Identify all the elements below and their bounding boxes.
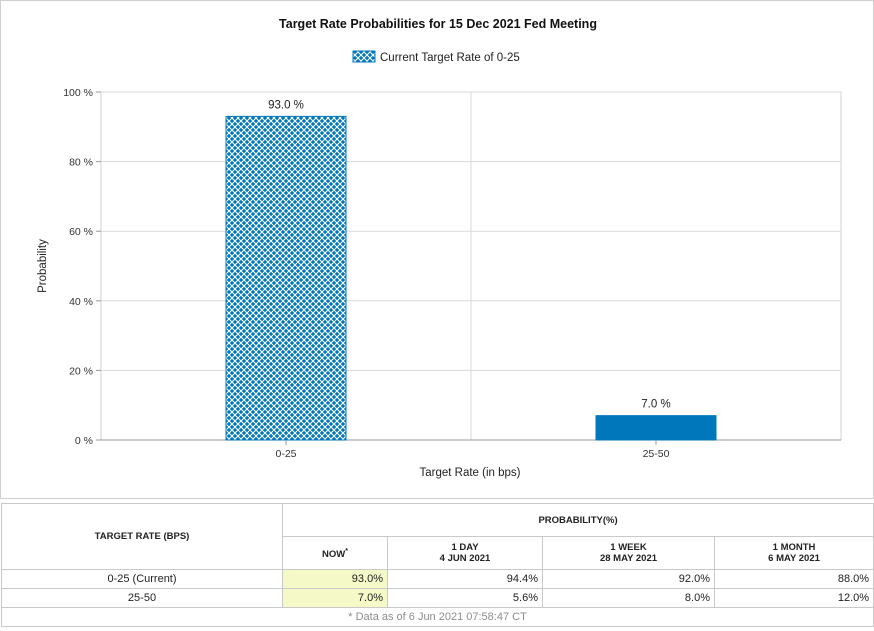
probability-header: PROBABILITY(%) — [281, 503, 874, 537]
probability-cell: 12.0% — [713, 588, 874, 608]
probability-cell: 88.0% — [713, 569, 874, 589]
probability-table-panel: TARGET RATE (BPS) PROBABILITY(%) NOW* 1 D… — [0, 503, 874, 631]
column-header-0: NOW* — [282, 536, 388, 570]
column-header-2: 1 WEEK 28 MAY 2021 — [542, 536, 715, 570]
table-row: 0-25 (Current) 93.0% 94.4% 92.0% 88.0% — [1, 569, 874, 589]
row-target-rate: 0-25 (Current) — [1, 569, 283, 589]
bar-chart: Target Rate Probabilities for 15 Dec 202… — [37, 17, 842, 479]
legend-swatch — [352, 50, 376, 63]
chart-panel: Target Rate Probabilities for 15 Dec 202… — [0, 0, 874, 499]
footnote-marker: * — [345, 547, 348, 555]
column-header-period: 1 WEEK — [610, 542, 647, 553]
probability-cell: 93.0% — [282, 569, 388, 589]
bar-0-25[interactable] — [225, 115, 347, 441]
probability-cell: 92.0% — [542, 569, 715, 589]
probability-cell: 94.4% — [387, 569, 543, 589]
y-tick-label: 20 % — [69, 365, 93, 377]
column-header-date: 4 JUN 2021 — [439, 553, 491, 564]
column-header-period: NOW — [322, 549, 346, 561]
column-header-date: 28 MAY 2021 — [599, 553, 658, 564]
x-axis-label: Target Rate (in bps) — [420, 467, 521, 479]
column-header-1: 1 DAY 4 JUN 2021 — [387, 536, 543, 570]
row-target-rate: 25-50 — [1, 588, 283, 608]
target-rate-header: TARGET RATE (BPS) — [1, 503, 283, 570]
probability-cell: 5.6% — [387, 588, 543, 608]
chart-title: Target Rate Probabilities for 15 Dec 202… — [279, 17, 597, 31]
y-tick-label: 60 % — [69, 226, 93, 238]
plot-area: 0 % 20 % 40 % 60 % 80 % 100 % 93.0 % 0-25 7.0 % 2… — [63, 87, 842, 460]
x-tick-label: 0-25 — [275, 448, 296, 460]
column-header-date: 6 MAY 2021 — [768, 553, 820, 564]
bar-25-50[interactable] — [595, 415, 717, 441]
y-tick-label: 0 % — [75, 435, 93, 447]
column-header-period: 1 MONTH — [772, 542, 816, 553]
y-tick-label: 80 % — [69, 157, 93, 169]
table-row: 25-50 7.0% 5.6% 8.0% 12.0% — [1, 588, 874, 608]
probability-cell: 7.0% — [282, 588, 388, 608]
probability-table: TARGET RATE (BPS) PROBABILITY(%) NOW* 1 D… — [0, 503, 874, 627]
data-label: 93.0 % — [268, 99, 304, 111]
probability-cell: 8.0% — [542, 588, 715, 608]
data-timestamp-footnote: * Data as of 6 Jun 2021 07:58:47 CT — [0, 607, 874, 627]
x-tick-label: 25-50 — [643, 448, 670, 460]
legend[interactable]: Current Target Rate of 0-25 — [352, 50, 520, 64]
y-tick-label: 100 % — [63, 87, 93, 99]
column-header-3: 1 MONTH 6 MAY 2021 — [713, 536, 874, 570]
y-axis-label: Probability — [37, 239, 49, 293]
y-tick-label: 40 % — [69, 296, 93, 308]
column-header-period: 1 DAY — [451, 542, 479, 553]
data-label: 7.0 % — [641, 399, 670, 411]
legend-label: Current Target Rate of 0-25 — [380, 52, 520, 64]
